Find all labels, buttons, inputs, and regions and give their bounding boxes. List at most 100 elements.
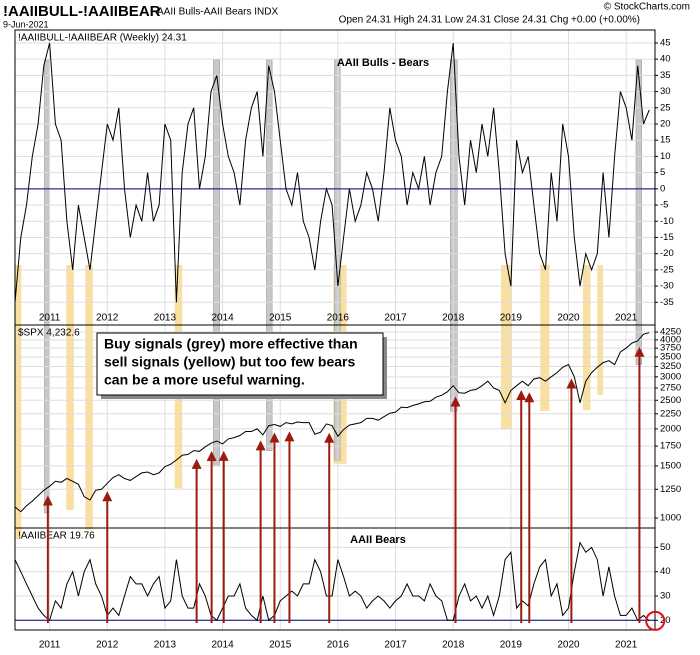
symbol: !AAIIBULL-!AAIIBEAR: [3, 3, 161, 20]
x-tick-label: 2013: [154, 313, 177, 324]
panel-frame: [14, 527, 656, 631]
x-tick-label: 2015: [269, 313, 292, 324]
y-tick-label: 2500: [660, 395, 681, 406]
copyright: © StockCharts.com: [604, 2, 690, 13]
annotation-layer: Buy signals (grey) more effective than s…: [96, 332, 387, 399]
y-tick-label: 1250: [660, 484, 681, 495]
x-tick-label: 2019: [500, 640, 523, 651]
x-tick-label: 2011: [39, 640, 61, 651]
x-tick-label: 2015: [269, 640, 292, 651]
sell-band: [14, 265, 22, 540]
arrow-head: [524, 392, 535, 403]
panel-label: $SPX 4,232.6: [18, 328, 80, 339]
y-tick-label: 5: [660, 167, 665, 178]
y-tick-label: -20: [660, 248, 674, 259]
y-tick-label: 20: [660, 119, 671, 130]
annotation-line: can be a more useful warning.: [104, 372, 305, 388]
y-tick-label: 3250: [660, 361, 681, 372]
panel-title: AAII Bears: [350, 534, 406, 546]
y-tick-label: 4250: [660, 327, 681, 338]
y-tick-label: 40: [660, 54, 671, 65]
arrow-head: [269, 432, 280, 443]
highlight-circle: [645, 610, 666, 631]
y-tick-label: 2000: [660, 423, 681, 434]
arrow-head: [42, 495, 53, 506]
y-tick-label: 2250: [660, 408, 681, 419]
annotation-line: Buy signals (grey) more effective than: [104, 336, 358, 352]
buy-band: [334, 59, 341, 461]
date: 9-Jun-2021: [3, 19, 49, 29]
x-tick-label: 2012: [96, 640, 119, 651]
buy-band: [213, 59, 220, 467]
arrow-head: [191, 458, 202, 469]
y-tick-label: 25: [660, 102, 671, 113]
arrow-head: [284, 431, 295, 442]
arrow-head: [102, 491, 113, 502]
quote: Open 24.31 High 24.31 Low 24.31 Close 24…: [339, 15, 640, 26]
y-tick-label: 2750: [660, 383, 681, 394]
sell-band: [85, 265, 93, 530]
x-tick-label: 2020: [557, 313, 580, 324]
series-line: [14, 332, 650, 513]
sell-band: [597, 265, 604, 395]
y-tick-label: 50: [660, 542, 671, 553]
sell-band: [582, 265, 591, 410]
arrow-head: [450, 396, 461, 407]
x-tick-label: 2014: [211, 640, 234, 651]
y-tick-label: 15: [660, 135, 671, 146]
series-line: [14, 541, 650, 622]
y-tick-label: 35: [660, 70, 671, 81]
y-tick-label: 20: [660, 615, 671, 626]
y-tick-label: -25: [660, 264, 674, 275]
arrow-head: [218, 450, 229, 461]
x-tick-label: 2012: [96, 313, 119, 324]
y-tick-label: 30: [660, 86, 671, 97]
arrow-head: [516, 390, 527, 401]
x-tick-label: 2018: [442, 313, 465, 324]
y-tick-label: -15: [660, 232, 674, 243]
x-tick-label: 2016: [327, 313, 350, 324]
x-tick-label: 2021: [615, 640, 638, 651]
arrow-head: [206, 450, 217, 461]
y-tick-label: -5: [660, 200, 668, 211]
y-tick-label: 1000: [660, 512, 681, 523]
symbol-name: AAII Bulls-AAII Bears INDX: [157, 7, 278, 18]
panel-label: !AAIIBULL-!AAIIBEAR (Weekly) 24.31: [18, 33, 187, 44]
x-tick-label: 2017: [384, 640, 407, 651]
y-tick-label: 45: [660, 37, 671, 48]
y-tick-label: 4000: [660, 334, 681, 345]
arrow-head: [566, 378, 577, 389]
x-tick-label: 2016: [327, 640, 350, 651]
x-tick-label: 2019: [500, 313, 523, 324]
y-tick-label: 0: [660, 183, 665, 194]
y-tick-label: 3750: [660, 343, 681, 354]
panel-label: !AAIIBEAR 19.76: [18, 531, 95, 542]
y-tick-label: -30: [660, 281, 674, 292]
arrow-head: [324, 432, 335, 443]
panel-title: AAII Bulls - Bears: [337, 57, 429, 69]
x-tick-label: 2017: [384, 313, 407, 324]
series-line: [14, 42, 650, 303]
arrow-head: [634, 346, 645, 357]
y-tick-label: -10: [660, 216, 674, 227]
x-tick-label: 2020: [557, 640, 580, 651]
x-tick-label: 2014: [211, 313, 234, 324]
buy-band: [450, 59, 458, 412]
y-tick-label: 30: [660, 591, 671, 602]
plot: -35 -30 -25 -20 -15 -10 -5 0 5 10 15 20 25 30 35 40 45 !A…: [14, 29, 681, 651]
sell-band: [540, 265, 550, 411]
y-tick-label: 3500: [660, 352, 681, 363]
x-tick-label: 2013: [154, 640, 177, 651]
buy-band: [266, 59, 273, 451]
y-tick-label: -35: [660, 297, 674, 308]
y-tick-label: 10: [660, 151, 671, 162]
x-tick-label: 2021: [615, 313, 638, 324]
y-tick-label: 1750: [660, 441, 681, 452]
arrow-head: [255, 440, 266, 451]
y-tick-label: 40: [660, 566, 671, 577]
y-tick-label: 1500: [660, 460, 681, 471]
annotation-box: [96, 332, 384, 396]
annotation-line: sell signals (yellow) but too few bears: [104, 354, 355, 370]
